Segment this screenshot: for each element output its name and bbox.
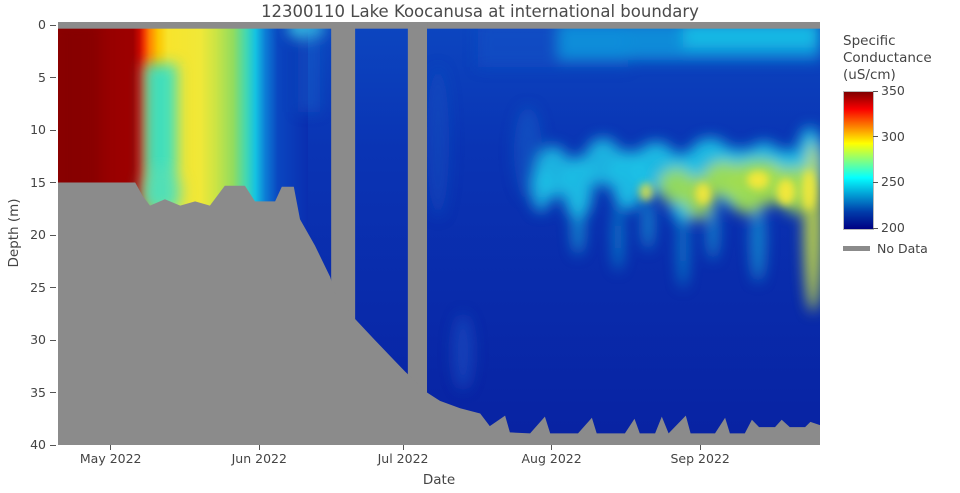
x-tick-label: Sep 2022	[670, 451, 730, 466]
x-tick-label: May 2022	[79, 451, 142, 466]
y-tick-label: 15	[30, 174, 46, 190]
heatmap-hotspots	[639, 170, 815, 210]
y-tick-label: 20	[30, 227, 46, 242]
x-tick-mark	[551, 445, 553, 450]
y-tick-mark	[50, 444, 56, 446]
y-tick-label: 25	[30, 279, 46, 295]
colorbar-tick-mark	[873, 181, 878, 183]
plot-area[interactable]	[58, 22, 820, 445]
y-tick-label: 40	[30, 437, 46, 452]
colorbar-tick-label: 300	[881, 128, 905, 144]
x-tick-mark	[402, 445, 404, 450]
y-axis-title: Depth (m)	[6, 198, 22, 268]
x-tick-label: Jul 2022	[377, 451, 429, 466]
y-tick-mark	[50, 77, 56, 78]
y-tick-mark	[50, 234, 56, 236]
colorbar-tick-mark	[873, 90, 878, 92]
x-tick-label: Aug 2022	[521, 451, 582, 466]
colorbar-tick-label: 250	[881, 174, 905, 190]
legend-item-no-data[interactable]: No Data	[843, 240, 928, 256]
y-tick-mark	[50, 287, 56, 288]
no-data-vertical-band	[407, 22, 428, 445]
chart-title: 12300110 Lake Koocanusa at international…	[261, 2, 699, 21]
y-tick-mark	[50, 24, 56, 26]
x-tick-mark	[258, 445, 260, 450]
no-data-surface-strip	[58, 22, 820, 29]
y-tick-label: 35	[30, 384, 46, 400]
colorbar-title: Specific Conductance (uS/cm)	[843, 33, 932, 83]
x-tick-label: Jun 2022	[231, 451, 287, 466]
heatmap-canvas	[58, 22, 820, 445]
y-tick-mark	[50, 129, 56, 131]
y-tick-mark	[50, 339, 56, 341]
y-tick-label: 30	[30, 332, 46, 347]
heatmap-smooth-features	[58, 22, 820, 390]
colorbar-tick-mark	[873, 136, 878, 138]
no-data-overlay	[58, 22, 820, 445]
x-axis-title: Date	[422, 472, 456, 488]
x-tick-mark	[699, 445, 701, 450]
x-tick-mark	[110, 445, 112, 450]
colorbar-gradient	[843, 91, 874, 230]
no-data-label: No Data	[877, 240, 928, 256]
colorbar-tick-label: 350	[881, 83, 905, 98]
y-tick-label: 5	[38, 69, 46, 85]
no-data-lakebed	[58, 182, 820, 445]
y-tick-label: 0	[38, 17, 46, 32]
y-tick-label: 10	[30, 122, 46, 137]
y-tick-mark	[50, 392, 56, 393]
colorbar-tick-label: 200	[881, 220, 905, 235]
colorbar-tick-mark	[873, 227, 878, 229]
no-data-swatch	[843, 245, 870, 251]
y-tick-mark	[50, 182, 56, 183]
